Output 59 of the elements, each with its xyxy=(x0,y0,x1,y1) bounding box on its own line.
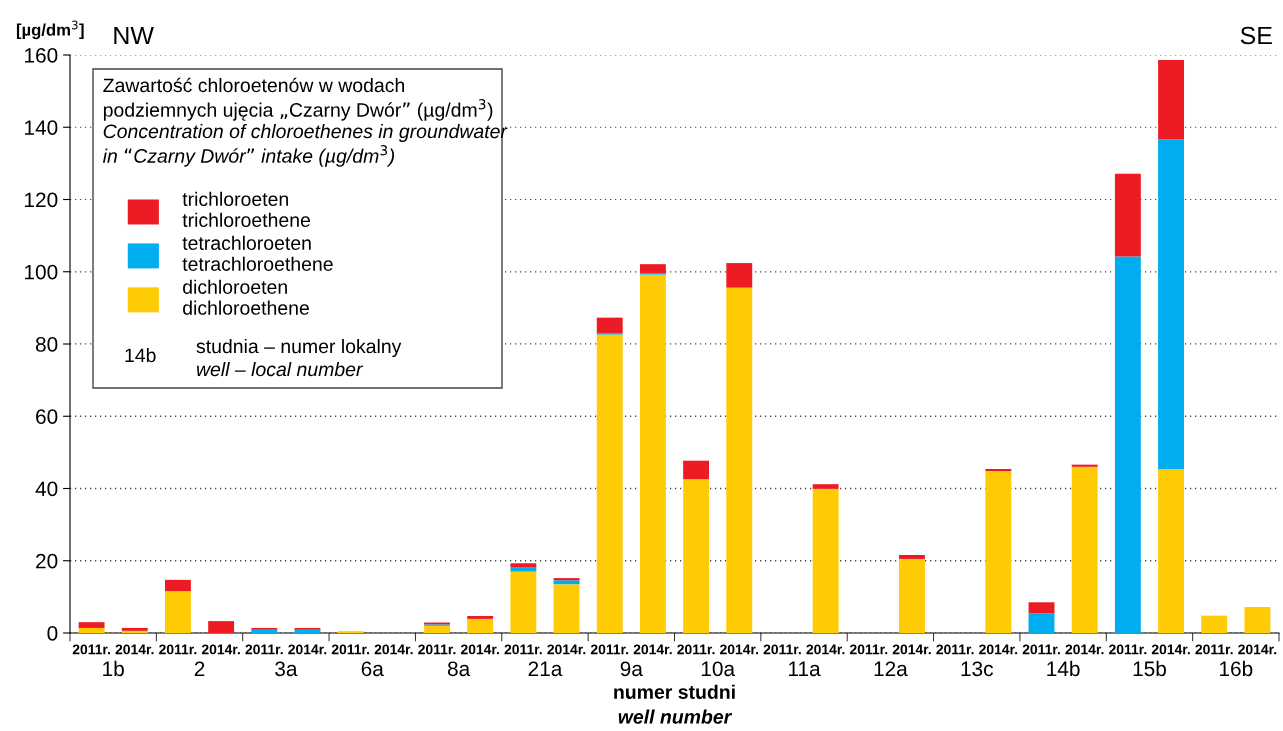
x-tick-label: 2011r. xyxy=(677,644,715,655)
x-tick-label: 2011r. xyxy=(590,644,629,655)
x-tick-label: 2011r. xyxy=(418,644,456,655)
x-tick-label: 2014r. xyxy=(633,644,672,655)
x-tick-label: 2014r. xyxy=(547,644,586,655)
text: 12a xyxy=(874,661,908,677)
y-tick-label: 160 xyxy=(25,48,58,63)
text: 8a xyxy=(447,661,471,677)
x-tick-label: 2011r. xyxy=(72,644,110,655)
text: 16b xyxy=(1220,660,1253,677)
text: 11a xyxy=(789,661,821,677)
x-tick-label: 2014r. xyxy=(1151,644,1190,655)
y-tick-label: 140 xyxy=(25,120,58,135)
text: 1b xyxy=(103,660,124,677)
x-tick-label: 2011r. xyxy=(159,644,197,655)
x-tick-label: 2011r. xyxy=(245,644,283,655)
y-tick-label: 100 xyxy=(25,264,58,280)
y-tick-label: 60 xyxy=(36,409,58,424)
x-tick-label: 2014r. xyxy=(720,644,759,655)
x-tick-label: 2014r. xyxy=(806,644,845,655)
text: 13c xyxy=(961,661,993,677)
x-tick-label: 2014r. xyxy=(892,644,931,655)
text: 15b xyxy=(1133,660,1166,677)
x-tick-label: 2011r. xyxy=(1109,644,1147,655)
x-tick-label: 2011r. xyxy=(331,644,370,655)
annotation: studnia – numer lokalny well – local number xyxy=(196,338,402,377)
x-tick-label: 2014r. xyxy=(288,644,327,655)
x-tick-label: 2014r. xyxy=(979,644,1018,655)
text: 14b xyxy=(1047,660,1080,677)
text: 9a xyxy=(620,661,643,677)
x-tick-label: 2011r. xyxy=(936,644,974,655)
x-tick-label: 2011r. xyxy=(504,644,542,655)
x-tick-label: 2011r. xyxy=(1195,644,1233,655)
x-tick-label: 2011r. xyxy=(849,644,888,655)
text: 3a xyxy=(275,661,298,677)
legend-label: dichloroeten dichloroethene xyxy=(183,279,309,315)
y-tick-label: 80 xyxy=(35,337,58,352)
legend-title: Zawartość chloroetenów w wodach podziemnych ujęcia „Czarny Dwór” (µg/dm$^{3}$) Concentration of chloroethenes in groundwater in “Czarny Dwór” intake (µg/dm$^{3}$) xyxy=(102,77,508,167)
y-tick-label: 40 xyxy=(35,481,58,497)
annotation: 14b xyxy=(125,347,156,363)
x-tick-label: 2014r. xyxy=(1238,644,1277,655)
y-tick-label: 0 xyxy=(47,626,58,641)
x-tick-label: 2011r. xyxy=(1022,644,1060,655)
x-axis-title: numer studni well number xyxy=(614,684,735,724)
text: 10a xyxy=(701,661,736,677)
x-tick-label: 2014r. xyxy=(201,644,240,655)
y-tick-label: 20 xyxy=(36,553,58,569)
text: 21a xyxy=(528,661,563,677)
y-tick-label: 120 xyxy=(25,192,58,208)
text: 2 xyxy=(194,661,205,676)
x-tick-label: 2014r. xyxy=(1065,644,1104,655)
text: 6a xyxy=(361,661,384,677)
x-tick-label: 2014r. xyxy=(460,644,499,655)
text: SE xyxy=(1240,26,1272,45)
x-tick-label: 2014r. xyxy=(115,644,154,655)
x-tick-label: 2011r. xyxy=(763,644,801,655)
x-tick-label: 2014r. xyxy=(374,644,413,655)
y-axis-title: [µg/dm$^{3}$] xyxy=(16,20,84,40)
text: NW xyxy=(114,26,154,45)
